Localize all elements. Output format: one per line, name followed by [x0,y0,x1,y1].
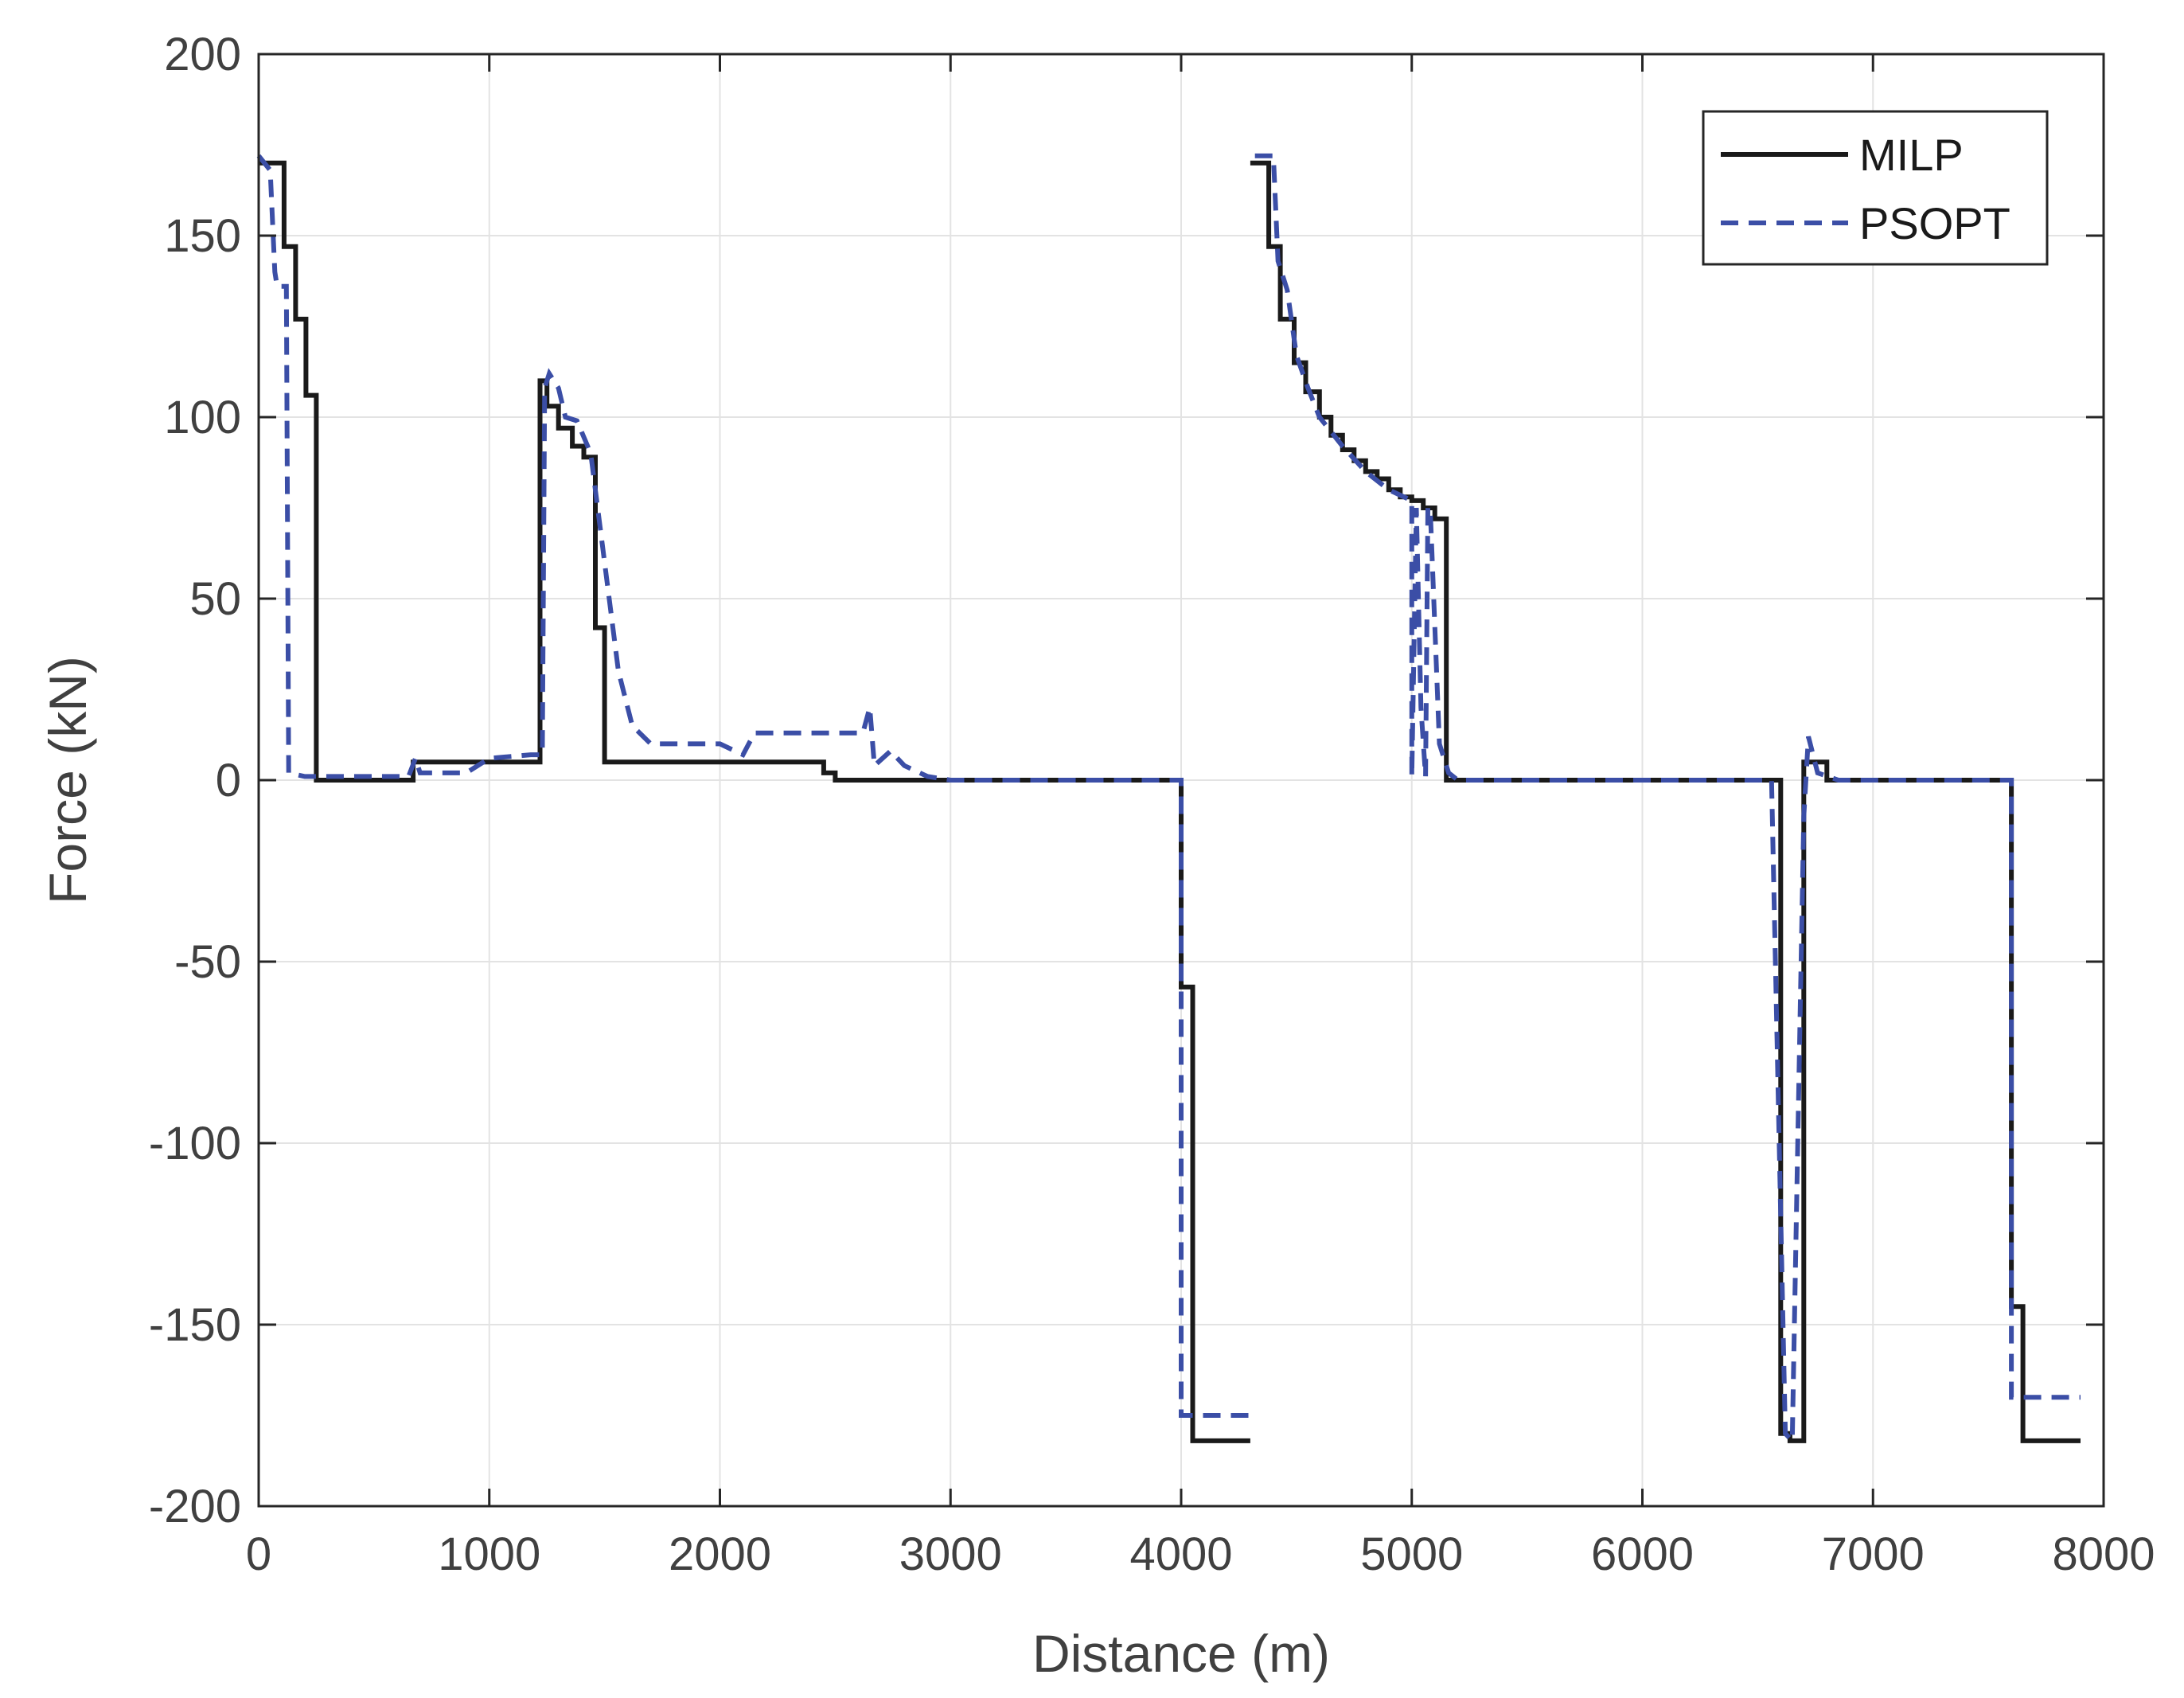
y-tick-label: -100 [149,1118,241,1169]
y-tick-label: 150 [164,210,241,262]
x-axis-title: Distance (m) [1032,1624,1330,1683]
legend-label-psopt: PSOPT [1859,198,2010,248]
legend: MILP PSOPT [1702,110,2049,266]
x-tick-label: 8000 [2052,1528,2155,1580]
legend-box [1702,110,2049,266]
x-tick-label: 1000 [438,1528,540,1580]
series-layer [256,153,2081,1447]
y-axis-title: Force (kN) [38,656,97,904]
series-line-psopt [256,153,2081,1447]
y-tick-label: -50 [174,936,241,988]
x-tick-label: 4000 [1129,1528,1232,1580]
x-tick-label: 2000 [669,1528,771,1580]
x-tick-labels: 0 1000 2000 3000 4000 5000 6000 7000 8000 [246,1528,2155,1580]
y-tick-label: 200 [164,29,241,80]
y-tick-label: 50 [189,573,241,625]
tick-marks [257,53,2105,1508]
series-line-milp [259,160,2081,1443]
legend-label-milp: MILP [1859,130,1964,180]
x-tick-label: 3000 [899,1528,1002,1580]
x-tick-label: 0 [246,1528,271,1580]
y-tick-label: -150 [149,1299,241,1351]
y-tick-label: 0 [216,755,241,806]
y-tick-label: 100 [164,392,241,443]
x-tick-label: 6000 [1591,1528,1694,1580]
y-tick-labels: -200 -150 -100 -50 0 50 100 150 200 [149,29,241,1532]
x-tick-label: 5000 [1360,1528,1463,1580]
x-tick-label: 7000 [1822,1528,1925,1580]
y-tick-label: -200 [149,1481,241,1532]
